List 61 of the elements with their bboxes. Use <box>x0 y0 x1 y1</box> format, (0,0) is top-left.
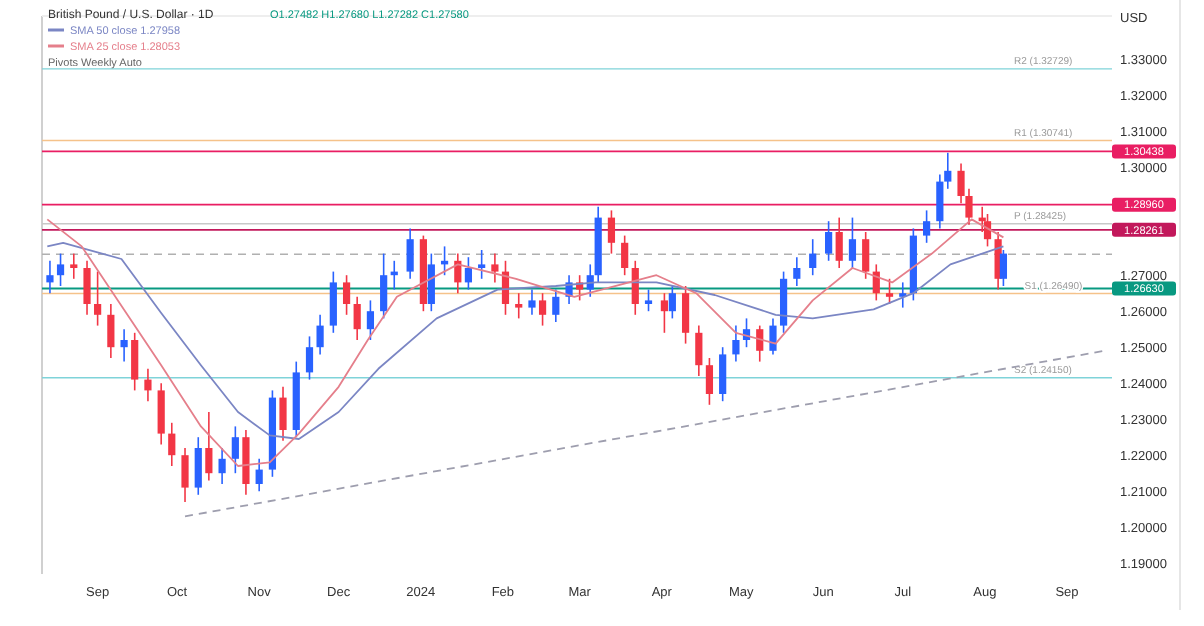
candlestick <box>825 220 833 262</box>
candlestick <box>464 256 473 291</box>
candlestick <box>681 285 690 345</box>
candlestick <box>56 252 65 287</box>
candlestick <box>607 209 616 255</box>
candlestick <box>779 270 788 334</box>
candlestick <box>923 209 931 244</box>
candlestick <box>279 386 287 442</box>
candlestick <box>70 252 78 280</box>
candlestick <box>660 292 668 334</box>
candlestick <box>668 285 676 320</box>
candlestick <box>305 335 314 381</box>
candlestick <box>218 447 226 485</box>
candlestick <box>157 382 165 446</box>
candlestick <box>936 173 944 230</box>
candlestick <box>131 332 139 392</box>
candlestick <box>181 447 189 503</box>
candlestick <box>793 256 801 287</box>
candlestick <box>94 270 102 327</box>
candlestick <box>899 281 907 309</box>
candlestick <box>316 314 324 356</box>
candlestick <box>999 249 1008 287</box>
candlestick <box>380 252 388 320</box>
candlestick <box>885 278 894 305</box>
candlestick <box>255 458 263 492</box>
candlestick <box>427 252 435 312</box>
candlestick <box>353 296 361 341</box>
candlestick <box>862 231 870 280</box>
candlestick <box>719 346 727 402</box>
candlestick <box>205 411 213 482</box>
candlestick <box>769 317 777 356</box>
candlestick <box>329 270 337 334</box>
candlestick <box>695 324 703 377</box>
candlestick <box>366 299 375 341</box>
candlestick <box>644 288 653 312</box>
candlestick <box>552 288 560 323</box>
candlestick <box>406 227 414 280</box>
candlestick <box>705 357 714 406</box>
candlestick <box>194 436 202 496</box>
candlestick <box>46 260 54 294</box>
candlestick <box>83 260 91 316</box>
candlestick <box>478 249 486 280</box>
candlestick <box>809 238 817 276</box>
candlestick <box>848 216 857 269</box>
candlestick <box>231 425 239 474</box>
candlestick <box>120 328 128 363</box>
candlestick <box>242 429 250 496</box>
candlestick <box>491 252 499 284</box>
line-series <box>46 241 1005 440</box>
candlestick <box>144 368 152 402</box>
candlestick <box>538 292 547 327</box>
candlestick <box>835 216 843 269</box>
candlestick <box>732 324 740 363</box>
candlestick <box>631 260 639 316</box>
candlestick <box>107 303 115 359</box>
candlestick <box>342 274 351 316</box>
candlestick <box>756 324 764 363</box>
candlestick <box>528 288 536 316</box>
candlestick <box>168 422 176 467</box>
candlestick <box>621 234 629 276</box>
candlestick <box>515 292 523 320</box>
